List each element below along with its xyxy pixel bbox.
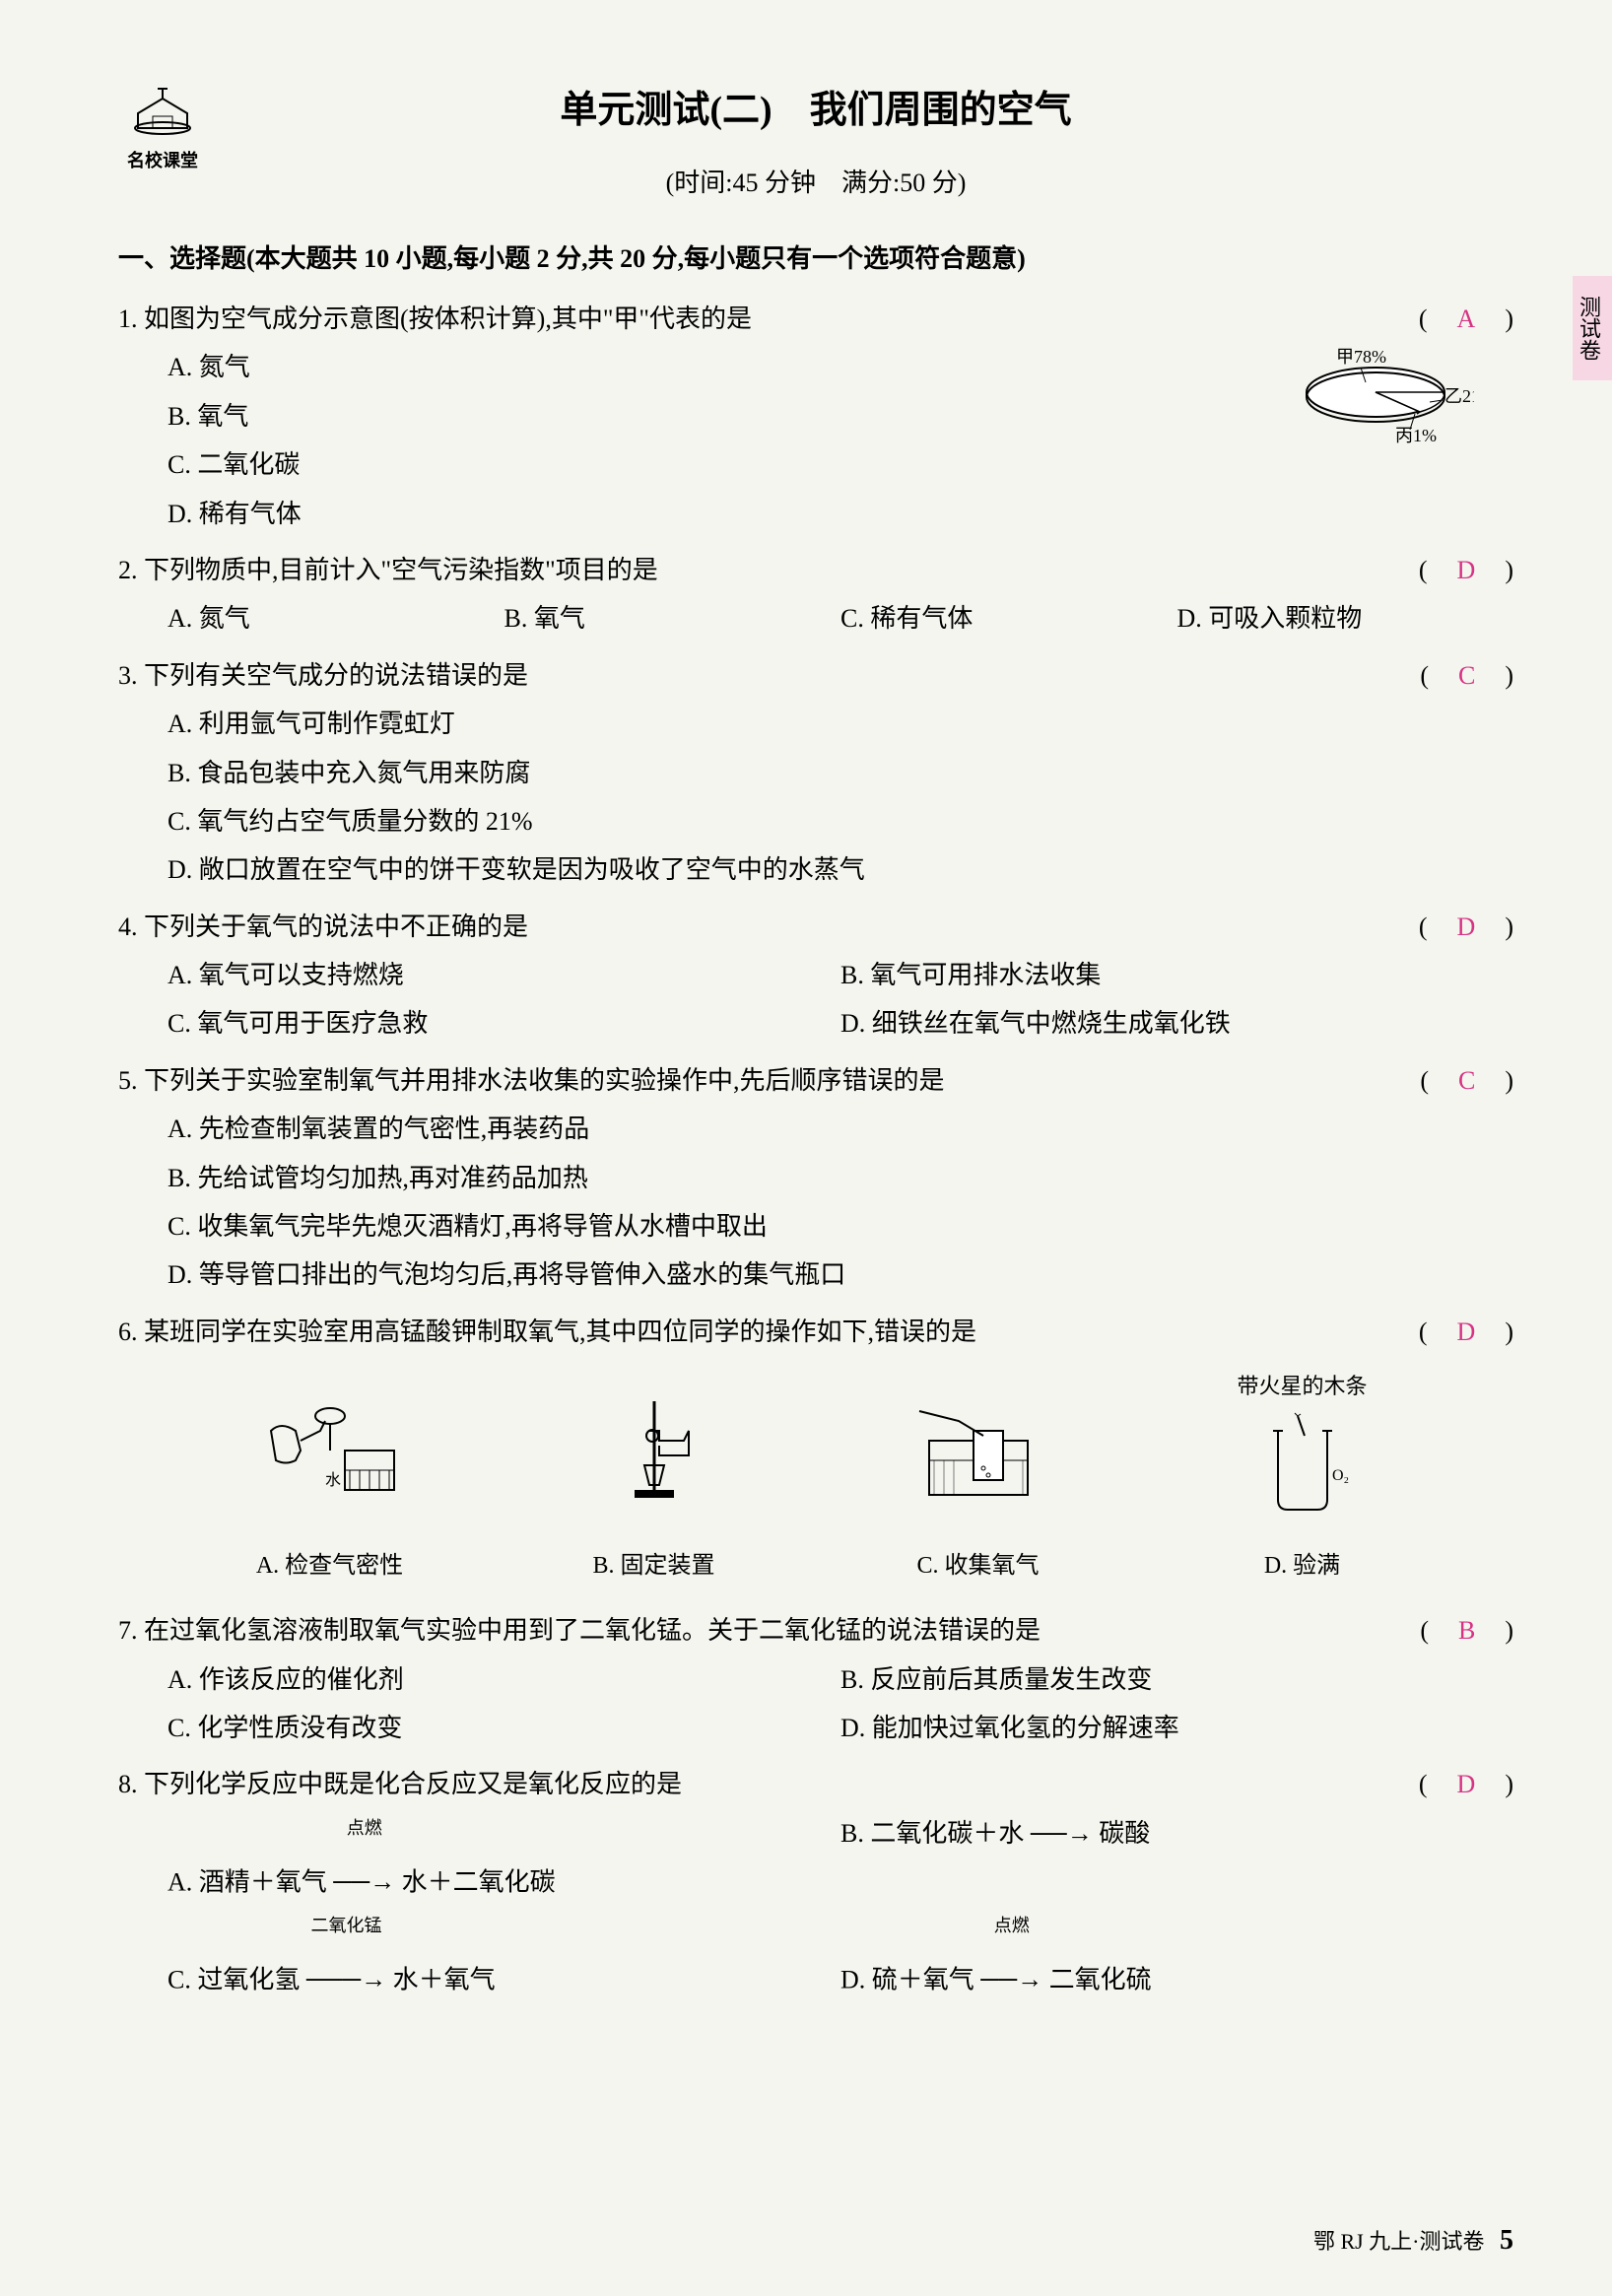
q3-stem: 3. 下列有关空气成分的说法错误的是 — [118, 651, 1400, 700]
q3-opt-a: A. 利用氩气可制作霓虹灯 — [168, 700, 1513, 748]
q4-opt-d: D. 细铁丝在氧气中燃烧生成氧化铁 — [840, 999, 1513, 1047]
q4-opt-b: B. 氧气可用排水法收集 — [840, 951, 1513, 999]
page-number: 5 — [1500, 2225, 1513, 2256]
q1-answer: ( A ) — [1419, 295, 1513, 343]
section-header: 一、选择题(本大题共 10 小题,每小题 2 分,共 20 分,每小题只有一个选… — [118, 238, 1513, 275]
q2-stem: 2. 下列物质中,目前计入"空气污染指数"项目的是 — [118, 546, 1399, 594]
q3-opt-d: D. 敞口放置在空气中的饼干变软是因为吸收了空气中的水蒸气 — [168, 845, 1513, 894]
q8-answer: ( D ) — [1419, 1760, 1513, 1808]
q6-stem: 6. 某班同学在实验室用高锰酸钾制取氧气,其中四位同学的操作如下,错误的是 — [118, 1308, 1399, 1356]
q7-answer: ( B ) — [1420, 1606, 1513, 1654]
q5-opt-c: C. 收集氧气完毕先熄灭酒精灯,再将导管从水槽中取出 — [168, 1202, 1513, 1250]
question-5: 5. 下列关于实验室制氧气并用排水法收集的实验操作中,先后顺序错误的是 ( C … — [118, 1056, 1513, 1300]
question-4: 4. 下列关于氧气的说法中不正确的是 ( D ) A. 氧气可以支持燃烧 B. … — [118, 903, 1513, 1048]
q2-opt-d: D. 可吸入颗粒物 — [1177, 594, 1514, 642]
side-tab: 测试卷 — [1573, 276, 1612, 380]
q5-stem: 5. 下列关于实验室制氧气并用排水法收集的实验操作中,先后顺序错误的是 — [118, 1056, 1400, 1105]
q6-diagram-c: C. 收集氧气 — [900, 1391, 1057, 1588]
q3-opt-b: B. 食品包装中充入氮气用来防腐 — [168, 749, 1513, 797]
question-7: 7. 在过氧化氢溶液制取氧气实验中用到了二氧化锰。关于二氧化锰的说法错误的是 (… — [118, 1606, 1513, 1752]
q6-diagram-a: 水 A. 检查气密性 — [251, 1391, 409, 1588]
q6-diagram-b: B. 固定装置 — [575, 1391, 733, 1588]
q4-opt-a: A. 氧气可以支持燃烧 — [168, 951, 840, 999]
q2-answer: ( D ) — [1419, 546, 1513, 594]
q2-opt-c: C. 稀有气体 — [840, 594, 1177, 642]
pie-label-b: 乙21% — [1444, 386, 1474, 406]
q7-stem: 7. 在过氧化氢溶液制取氧气实验中用到了二氧化锰。关于二氧化锰的说法错误的是 — [118, 1606, 1400, 1654]
q2-opt-b: B. 氧气 — [504, 594, 841, 642]
svg-text:O₂: O₂ — [1332, 1467, 1349, 1484]
svg-text:水: 水 — [325, 1471, 341, 1489]
pie-label-c: 丙1% — [1395, 426, 1437, 445]
q7-opt-c: C. 化学性质没有改变 — [168, 1704, 840, 1752]
q4-stem: 4. 下列关于氧气的说法中不正确的是 — [118, 903, 1399, 951]
q8-opt-a: A. 酒精＋氧气 点燃──→ 水＋二氧化碳 — [168, 1809, 840, 1907]
q1-opt-d: D. 稀有气体 — [168, 490, 1513, 538]
q2-opt-a: A. 氮气 — [168, 594, 504, 642]
question-1: 1. 如图为空气成分示意图(按体积计算),其中"甲"代表的是 ( A ) A. … — [118, 295, 1513, 538]
q4-answer: ( D ) — [1419, 903, 1513, 951]
q3-opt-c: C. 氧气约占空气质量分数的 21% — [168, 797, 1513, 845]
question-8: 8. 下列化学反应中既是化合反应又是氧化反应的是 ( D ) A. 酒精＋氧气 … — [118, 1760, 1513, 2003]
question-6: 6. 某班同学在实验室用高锰酸钾制取氧气,其中四位同学的操作如下,错误的是 ( … — [118, 1308, 1513, 1598]
q5-opt-b: B. 先给试管均匀加热,再对准药品加热 — [168, 1154, 1513, 1202]
pie-label-a: 甲78% — [1336, 347, 1386, 367]
page-subtitle: (时间:45 分钟 满分:50 分) — [118, 163, 1513, 199]
footer: 鄂 RJ 九上·测试卷 5 — [1313, 2224, 1513, 2257]
q6-diagram-d: 带火星的木条 O₂ D. 验满 — [1224, 1366, 1381, 1588]
q7-opt-a: A. 作该反应的催化剂 — [168, 1655, 840, 1704]
q1-stem: 1. 如图为空气成分示意图(按体积计算),其中"甲"代表的是 — [118, 295, 1399, 343]
question-2: 2. 下列物质中,目前计入"空气污染指数"项目的是 ( D ) A. 氮气 B.… — [118, 546, 1513, 643]
q5-answer: ( C ) — [1420, 1056, 1513, 1105]
q4-opt-c: C. 氧气可用于医疗急救 — [168, 999, 840, 1047]
q7-opt-b: B. 反应前后其质量发生改变 — [840, 1655, 1513, 1704]
q7-opt-d: D. 能加快过氧化氢的分解速率 — [840, 1704, 1513, 1752]
q8-opt-d: D. 硫＋氧气 点燃──→ 二氧化硫 — [840, 1907, 1513, 2004]
q5-opt-a: A. 先检查制氧装置的气密性,再装药品 — [168, 1105, 1513, 1153]
q5-opt-d: D. 等导管口排出的气泡均匀后,再将导管伸入盛水的集气瓶口 — [168, 1250, 1513, 1299]
q8-opt-b: B. 二氧化碳＋水 ──→ 碳酸 — [840, 1809, 1513, 1907]
logo-icon — [128, 79, 197, 138]
q3-answer: ( C ) — [1420, 651, 1513, 700]
q8-opt-c: C. 过氧化氢 二氧化锰───→ 水＋氧气 — [168, 1907, 840, 2004]
pie-chart: 甲78% 乙21% 丙1% — [1277, 343, 1474, 467]
q8-stem: 8. 下列化学反应中既是化合反应又是氧化反应的是 — [118, 1760, 1399, 1808]
logo-text: 名校课堂 — [118, 147, 207, 172]
question-3: 3. 下列有关空气成分的说法错误的是 ( C ) A. 利用氩气可制作霓虹灯 B… — [118, 651, 1513, 895]
logo: 名校课堂 — [118, 79, 207, 172]
q6-answer: ( D ) — [1419, 1308, 1513, 1356]
page-title: 单元测试(二) 我们周围的空气 — [118, 79, 1513, 133]
